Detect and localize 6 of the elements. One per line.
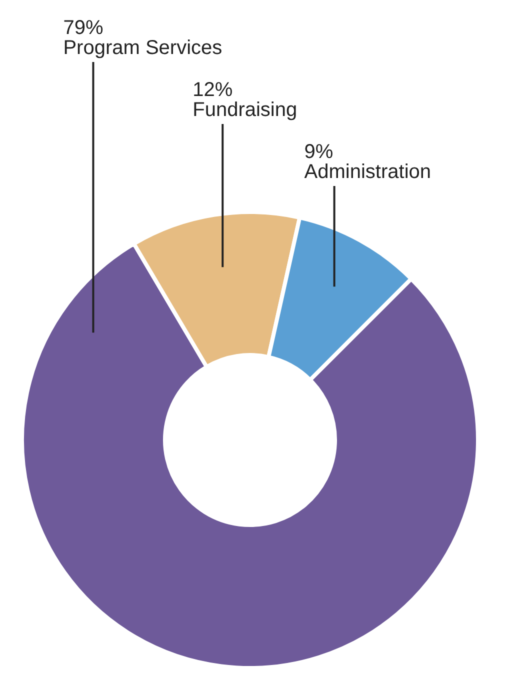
slice-label: Fundraising [192, 99, 298, 121]
slice-label: Administration [304, 161, 432, 183]
data-label: 79% [63, 17, 104, 39]
slice-label: Program Services [63, 37, 222, 59]
data-label: 12% [192, 79, 233, 101]
data-label: 9% [304, 141, 334, 163]
